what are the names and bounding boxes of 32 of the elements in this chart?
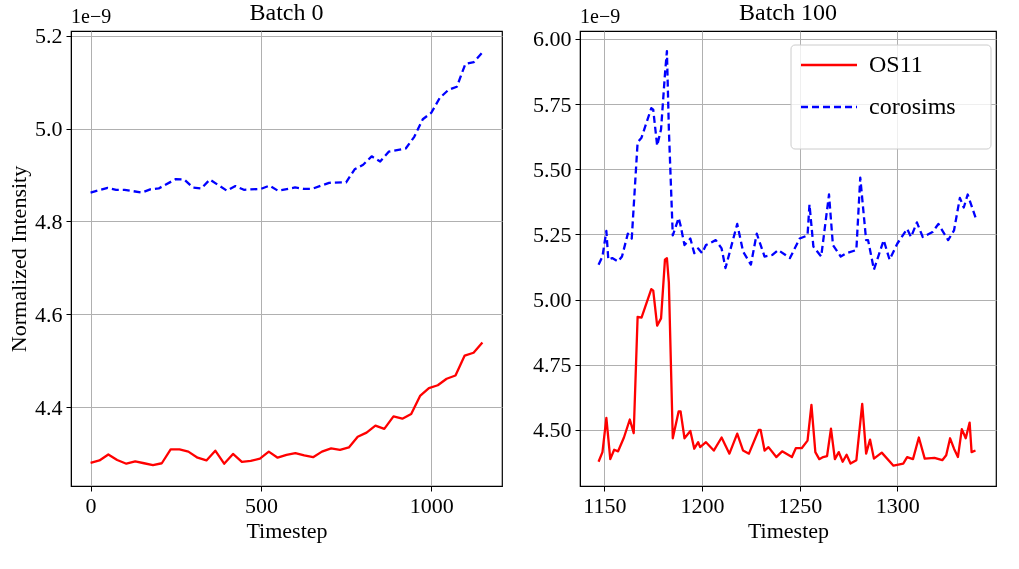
y-tick-label: 4.8 — [35, 208, 63, 234]
x-tick-label: 1300 — [875, 492, 920, 518]
y-tick-label: 4.50 — [533, 417, 572, 443]
x-tick-label: 500 — [244, 492, 278, 518]
y-tick-label: 4.75 — [533, 352, 572, 378]
chart-title: Batch 0 — [249, 0, 324, 25]
y-tick-label: 4.4 — [35, 394, 63, 420]
text: 1e−9 — [71, 5, 112, 27]
text: 1e−9 — [580, 5, 621, 27]
y-tick-label: 5.0 — [35, 116, 63, 141]
x-tick-label: 0 — [85, 492, 97, 518]
y-tick-label: 6.00 — [533, 26, 572, 52]
x-tick-label: 1000 — [409, 492, 454, 518]
y-tick-label: 5.25 — [533, 221, 572, 247]
y-tick-label: 5.50 — [533, 156, 572, 182]
y-tick-label: 5.2 — [35, 23, 63, 49]
x-tick-label: 1250 — [778, 492, 823, 518]
x-tick-label: 1150 — [583, 492, 627, 518]
y-axis-title: Normalized Intensity — [6, 165, 31, 353]
y-tick-label: 5.75 — [533, 91, 572, 117]
line-series — [597, 49, 977, 271]
y-tick-label: 4.6 — [35, 301, 63, 327]
legend-label: OS11 — [869, 51, 923, 77]
x-axis-title: Timestep — [246, 517, 328, 543]
line-series — [89, 51, 484, 194]
x-tick-label: 1200 — [680, 492, 725, 518]
legend-label: corosims — [869, 93, 956, 119]
line-series — [597, 256, 977, 467]
line-series — [89, 341, 484, 467]
y-tick-label: 5.00 — [533, 287, 572, 313]
x-axis-title: Timestep — [747, 517, 830, 543]
chart-title: Batch 100 — [739, 0, 837, 25]
